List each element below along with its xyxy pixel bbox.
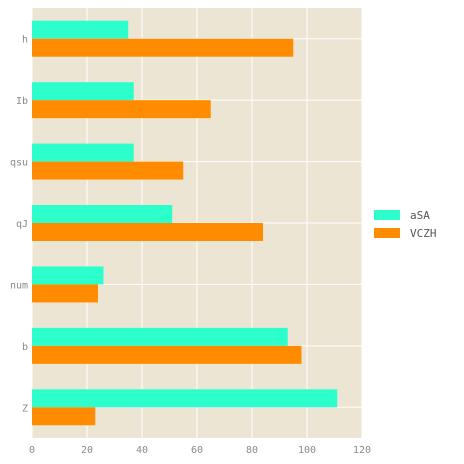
x-tick-label: 120 <box>353 445 371 456</box>
bars <box>32 20 338 426</box>
x-tick-label: 20 <box>81 445 93 456</box>
legend-swatch-vczh <box>374 228 400 238</box>
bar-vczh-h <box>32 38 294 57</box>
y-tick-label: Z <box>22 403 28 414</box>
legend-swatch-asa <box>374 210 400 220</box>
bar-vczh-qsu <box>32 161 184 180</box>
bar-vczh-b <box>32 345 302 364</box>
category-axis: h Ib qsu qJ num b Z <box>10 35 28 415</box>
x-tick-label: 40 <box>136 445 148 456</box>
x-tick-label: 60 <box>191 445 203 456</box>
bar-vczh-ib <box>32 100 211 119</box>
bar-asa-b <box>32 327 288 346</box>
bar-asa-qj <box>32 205 173 223</box>
bar-vczh-num <box>32 284 98 303</box>
bar-asa-qsu <box>32 143 134 162</box>
x-tick-label: 0 <box>29 445 35 456</box>
y-tick-label: num <box>10 280 28 291</box>
bar-asa-ib <box>32 82 134 101</box>
x-tick-label: 100 <box>298 445 316 456</box>
y-tick-label: h <box>22 35 28 46</box>
x-tick-label: 80 <box>246 445 258 456</box>
bar-asa-z <box>32 389 338 408</box>
bar-asa-num <box>32 266 104 285</box>
legend-label-asa: aSA <box>410 209 430 222</box>
y-tick-label: qJ <box>16 219 28 230</box>
bar-vczh-qj <box>32 223 263 241</box>
y-tick-label: qsu <box>10 158 28 169</box>
legend-label-vczh: VCZH <box>410 227 437 240</box>
y-tick-label: b <box>22 342 28 353</box>
value-axis: 0 20 40 60 80 100 120 <box>29 445 371 456</box>
bar-vczh-z <box>32 407 96 426</box>
y-tick-label: Ib <box>16 96 28 107</box>
legend: aSA VCZH <box>374 209 437 240</box>
bar-asa-h <box>32 20 129 39</box>
